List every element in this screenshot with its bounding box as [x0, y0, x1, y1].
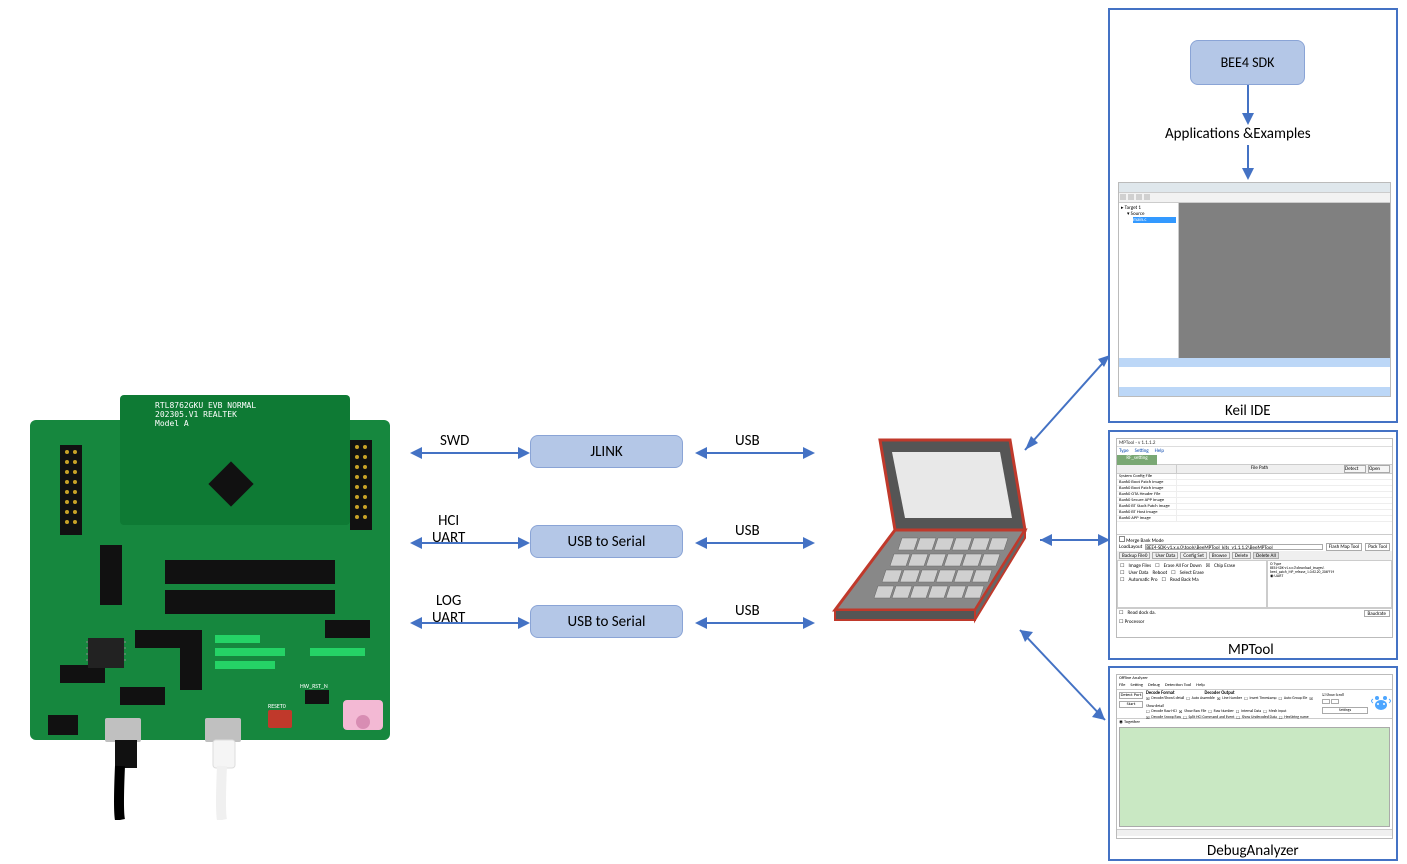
arrow-head-right-usb-2 — [803, 537, 815, 549]
laptop-icon — [820, 430, 1040, 650]
arrow-sdk-head-1 — [1242, 113, 1254, 125]
arrow-head-right-usb-1 — [803, 447, 815, 459]
arrow-head-right-usb-3 — [803, 617, 815, 629]
debug-window: Offline Analyzer FileSettingDebugDetecti… — [1116, 674, 1393, 839]
arrow-laptop-to-mptool — [1030, 530, 1120, 550]
usb-label-2: USB — [735, 522, 760, 540]
arrow-line-usb-2 — [705, 542, 805, 544]
keil-caption: Keil IDE — [1225, 402, 1271, 420]
sdk-box: BEE4 SDK — [1190, 40, 1305, 85]
arrow-laptop-to-debug — [1005, 620, 1120, 735]
swd-label: SWD — [440, 432, 469, 450]
svg-text:RTL8762GKU EVB NORMAL: RTL8762GKU EVB NORMAL — [155, 401, 256, 410]
usb-serial-box-1: USB to Serial — [530, 525, 683, 558]
arrow-sdk-head-2 — [1242, 168, 1254, 180]
usb-serial-box-2: USB to Serial — [530, 605, 683, 638]
mptool-window: MPTool - v 1.1.1.2 Type Setting Help RF_… — [1116, 438, 1393, 638]
debug-caption: DebugAnalyzer — [1207, 842, 1299, 860]
keil-panel: BEE4 SDK Applications &Examples ▸ Target… — [1108, 8, 1398, 423]
usb-label-1: USB — [735, 432, 760, 450]
svg-text:202305.V1 REALTEK: 202305.V1 REALTEK — [155, 410, 237, 419]
arrow-line-usb-3 — [705, 622, 805, 624]
arrow-head-right-swd — [518, 447, 530, 459]
svg-text:Model A: Model A — [155, 419, 189, 428]
arrow-head-right-hci — [518, 537, 530, 549]
svg-text:RESET0: RESET0 — [268, 702, 286, 710]
arrow-sdk-down-2 — [1247, 145, 1249, 170]
arrow-line-swd — [420, 452, 520, 454]
mptool-caption: MPTool — [1228, 641, 1274, 659]
arrow-line-usb-1 — [705, 452, 805, 454]
debug-panel: Offline Analyzer FileSettingDebugDetecti… — [1108, 666, 1398, 861]
arrow-head-right-log — [518, 617, 530, 629]
keil-window: ▸ Target 1 ▾ Source main.c — [1118, 182, 1391, 397]
usb-label-3: USB — [735, 602, 760, 620]
dev-board: RTL8762GKU EVB NORMAL 202305.V1 REALTEK … — [20, 390, 400, 820]
arrow-laptop-to-keil — [1010, 345, 1120, 465]
jlink-box: JLINK — [530, 435, 683, 468]
mptool-panel: MPTool - v 1.1.1.2 Type Setting Help RF_… — [1108, 430, 1398, 660]
hci-label: HCI UART — [432, 513, 465, 546]
svg-text:HW_RST_N: HW_RST_N — [300, 682, 328, 690]
apps-examples-label: Applications &Examples — [1165, 125, 1311, 143]
arrow-sdk-down-1 — [1247, 85, 1249, 115]
log-label: LOG UART — [432, 593, 465, 626]
